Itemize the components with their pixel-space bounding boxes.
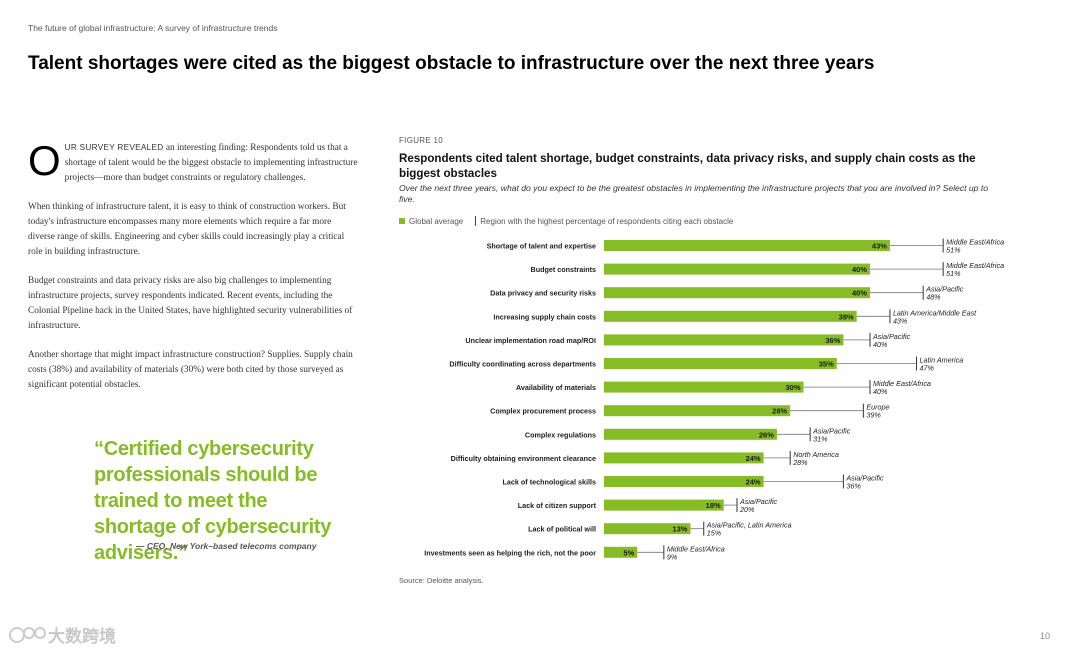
category-label: Data privacy and security risks <box>490 289 596 298</box>
category-label: Shortage of talent and expertise <box>487 242 596 251</box>
region-name-label: Asia/Pacific <box>812 426 851 435</box>
global-value-label: 40% <box>852 265 867 274</box>
paragraph-4: Another shortage that might impact infra… <box>28 350 353 390</box>
watermark-logo: 大数跨境 <box>8 622 116 647</box>
global-average-bar <box>604 405 791 417</box>
global-average-bar <box>604 334 844 346</box>
global-value-label: 38% <box>839 312 854 321</box>
lead-caps: UR SURVEY REVEALED <box>64 143 164 152</box>
category-label: Complex regulations <box>525 430 596 439</box>
legend-marker-region <box>475 216 477 226</box>
quote-attribution: — CEO, New York–based telecoms company <box>136 541 317 551</box>
region-name-label: Asia/Pacific <box>739 497 778 506</box>
region-name-label: Middle East/Africa <box>946 261 1004 270</box>
category-label: Difficulty coordinating across departmen… <box>449 360 596 369</box>
legend-swatch-global <box>399 218 405 224</box>
region-name-label: Middle East/Africa <box>946 238 1004 247</box>
header-subtitle: The future of global infrastructure: A s… <box>28 23 278 33</box>
region-value-label: 20% <box>739 505 755 514</box>
paragraph-1-text: an interesting finding: Respondents told… <box>64 143 358 183</box>
category-label: Unclear implementation road map/ROI <box>465 336 596 345</box>
region-name-label: North America <box>793 450 839 459</box>
region-value-label: 51% <box>946 246 961 255</box>
region-name-label: Middle East/Africa <box>873 379 931 388</box>
region-value-label: 39% <box>866 411 881 420</box>
global-average-bar <box>604 452 764 464</box>
category-label: Availability of materials <box>516 383 596 392</box>
watermark-icon <box>9 626 46 643</box>
region-name-label: Latin America/Middle East <box>893 308 977 317</box>
global-average-bar <box>604 381 804 393</box>
global-average-bar <box>604 287 870 299</box>
figure-label: FIGURE 10 <box>399 136 444 145</box>
global-average-bar <box>604 523 691 535</box>
region-name-label: Middle East/Africa <box>667 544 725 553</box>
global-value-label: 18% <box>706 501 721 510</box>
figure-source: Source: Deloitte analysis. <box>399 576 484 585</box>
global-value-label: 40% <box>852 289 867 298</box>
region-value-label: 47% <box>920 364 935 373</box>
legend-label-global: Global average <box>409 216 464 226</box>
region-value-label: 51% <box>946 269 961 278</box>
global-average-bar <box>604 476 764 487</box>
category-label: Increasing supply chain costs <box>493 312 596 321</box>
category-label: Investments seen as helping the rich, no… <box>424 548 596 557</box>
global-value-label: 24% <box>746 454 761 463</box>
region-value-label: 48% <box>926 293 941 302</box>
category-label: Budget constraints <box>531 265 597 274</box>
region-value-label: 40% <box>873 387 888 396</box>
category-label: Difficulty obtaining environment clearan… <box>451 454 596 463</box>
paragraph-2: When thinking of infrastructure talent, … <box>28 202 346 257</box>
global-value-label: 13% <box>672 525 687 534</box>
region-value-label: 36% <box>846 482 861 491</box>
global-average-bar <box>604 546 638 558</box>
region-value-label: 9% <box>667 552 678 561</box>
category-label: Lack of citizen support <box>518 501 597 510</box>
page-number: 10 <box>1039 631 1050 641</box>
region-name-label: Asia/Pacific, Latin America <box>706 521 792 530</box>
region-value-label: 31% <box>813 434 828 443</box>
global-value-label: 5% <box>623 548 634 557</box>
global-average-bar <box>604 240 890 251</box>
global-value-label: 24% <box>746 478 761 487</box>
global-average-bar <box>604 310 857 322</box>
category-label: Lack of technological skills <box>503 478 596 487</box>
figure-subtitle: Over the next three years, what do you e… <box>399 183 988 204</box>
region-value-label: 28% <box>792 458 808 467</box>
global-value-label: 43% <box>872 242 887 251</box>
watermark-text: 大数跨境 <box>48 627 116 646</box>
paragraph-3: Budget constraints and data privacy risk… <box>28 276 353 331</box>
global-value-label: 35% <box>819 360 834 369</box>
region-value-label: 43% <box>893 316 908 325</box>
chart-legend: Global average Region with the highest p… <box>399 216 733 226</box>
region-value-label: 15% <box>707 529 722 538</box>
global-average-bar <box>604 428 777 440</box>
paragraph-1: O UR SURVEY REVEALED an interesting findi… <box>28 137 360 185</box>
region-value-label: 40% <box>873 340 888 349</box>
global-average-bar <box>604 358 837 369</box>
global-value-label: 30% <box>785 383 800 392</box>
page-title: Talent shortages were cited as the bigge… <box>28 53 875 74</box>
region-name-label: Asia/Pacific <box>872 332 911 341</box>
category-label: Complex procurement process <box>490 407 596 416</box>
region-name-label: Latin America <box>920 356 964 365</box>
global-average-bar <box>604 499 724 511</box>
global-value-label: 28% <box>772 407 787 416</box>
figure-title: Respondents cited talent shortage, budge… <box>399 152 976 180</box>
drop-cap: O <box>28 137 61 184</box>
body-text: O UR SURVEY REVEALED an interesting findi… <box>28 137 360 407</box>
region-name-label: Asia/Pacific <box>845 474 884 483</box>
pull-quote: “Certified cybersecurity professionals s… <box>94 438 332 564</box>
global-average-bar <box>604 263 870 275</box>
region-name-label: Asia/Pacific <box>925 285 964 294</box>
category-label: Lack of political will <box>528 525 596 534</box>
region-name-label: Europe <box>866 403 889 412</box>
global-value-label: 26% <box>759 430 774 439</box>
legend-label-region: Region with the highest percentage of re… <box>480 216 734 226</box>
global-value-label: 36% <box>825 336 840 345</box>
